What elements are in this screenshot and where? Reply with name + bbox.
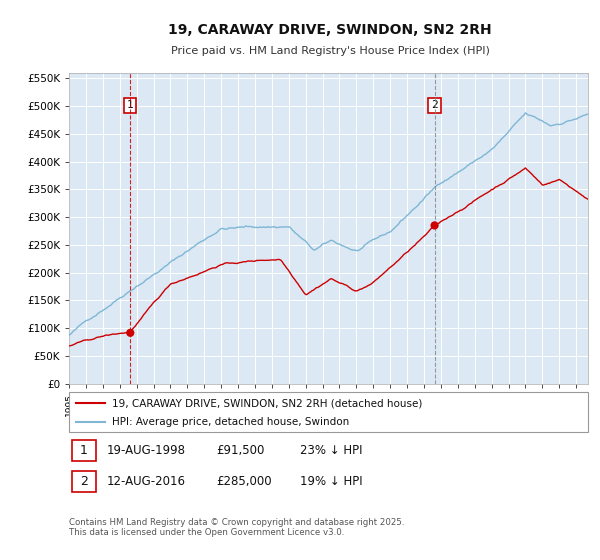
Text: 2: 2 — [80, 475, 88, 488]
Text: HPI: Average price, detached house, Swindon: HPI: Average price, detached house, Swin… — [112, 417, 349, 427]
Text: Contains HM Land Registry data © Crown copyright and database right 2025.
This d: Contains HM Land Registry data © Crown c… — [69, 518, 404, 538]
Point — [430, 221, 439, 230]
Text: £91,500: £91,500 — [216, 444, 265, 458]
Text: 19, CARAWAY DRIVE, SWINDON, SN2 2RH (detached house): 19, CARAWAY DRIVE, SWINDON, SN2 2RH (det… — [112, 398, 422, 408]
Text: 1: 1 — [127, 100, 134, 110]
Text: 12-AUG-2016: 12-AUG-2016 — [107, 475, 186, 488]
Text: £285,000: £285,000 — [216, 475, 272, 488]
Text: 19-AUG-1998: 19-AUG-1998 — [107, 444, 186, 458]
Text: 23% ↓ HPI: 23% ↓ HPI — [300, 444, 362, 458]
Point — [125, 328, 135, 337]
Text: 19% ↓ HPI: 19% ↓ HPI — [300, 475, 362, 488]
Text: 2: 2 — [431, 100, 438, 110]
Text: 1: 1 — [80, 444, 88, 458]
Text: 19, CARAWAY DRIVE, SWINDON, SN2 2RH: 19, CARAWAY DRIVE, SWINDON, SN2 2RH — [168, 23, 492, 37]
Text: Price paid vs. HM Land Registry's House Price Index (HPI): Price paid vs. HM Land Registry's House … — [170, 46, 490, 56]
